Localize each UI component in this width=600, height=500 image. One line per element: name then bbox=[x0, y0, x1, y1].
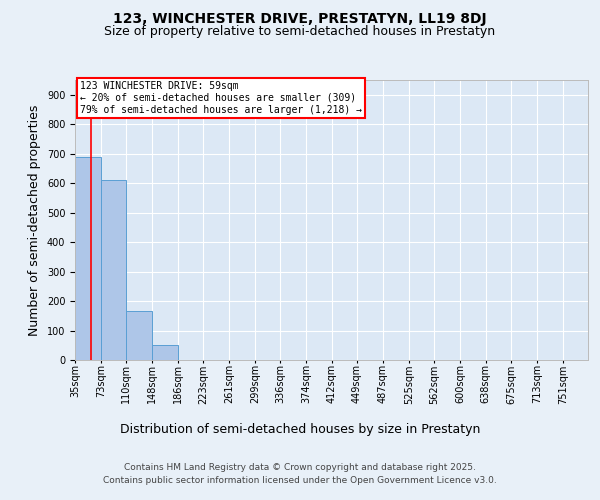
Y-axis label: Number of semi-detached properties: Number of semi-detached properties bbox=[28, 104, 41, 336]
Text: Contains HM Land Registry data © Crown copyright and database right 2025.: Contains HM Land Registry data © Crown c… bbox=[124, 462, 476, 471]
Text: 123 WINCHESTER DRIVE: 59sqm
← 20% of semi-detached houses are smaller (309)
79% : 123 WINCHESTER DRIVE: 59sqm ← 20% of sem… bbox=[80, 82, 362, 114]
Bar bbox=[152, 346, 178, 360]
Bar bbox=[101, 180, 126, 360]
Bar bbox=[126, 312, 152, 360]
Text: 123, WINCHESTER DRIVE, PRESTATYN, LL19 8DJ: 123, WINCHESTER DRIVE, PRESTATYN, LL19 8… bbox=[113, 12, 487, 26]
Text: Distribution of semi-detached houses by size in Prestatyn: Distribution of semi-detached houses by … bbox=[120, 422, 480, 436]
Text: Contains public sector information licensed under the Open Government Licence v3: Contains public sector information licen… bbox=[103, 476, 497, 485]
Bar bbox=[75, 156, 101, 360]
Text: Size of property relative to semi-detached houses in Prestatyn: Size of property relative to semi-detach… bbox=[104, 25, 496, 38]
